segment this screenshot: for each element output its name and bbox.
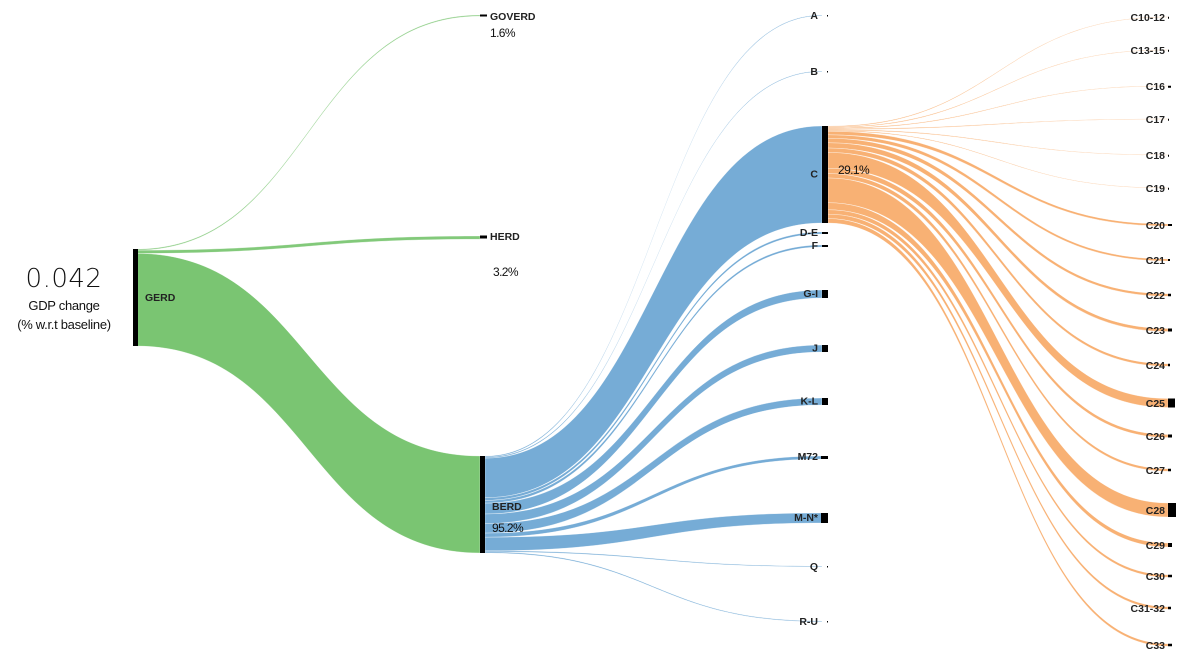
subsector-label-c26: C26: [1146, 431, 1165, 443]
subsector-label-c18: C18: [1146, 150, 1165, 162]
berd-label: BERD: [492, 501, 522, 513]
goverd-bar: [480, 14, 487, 17]
gerd-bar: [133, 249, 138, 346]
sector-bar-g-i: [822, 290, 828, 298]
sector-label-c: C: [810, 169, 818, 181]
subsector-bar-c26: [1168, 434, 1172, 438]
subsector-bar-c33: [1168, 643, 1172, 647]
subsector-bar-c16: [1168, 85, 1171, 88]
link-gerd-goverd: [135, 14, 481, 251]
herd-bar: [480, 235, 487, 239]
subsector-label-c17: C17: [1146, 114, 1165, 126]
subsector-label-c25: C25: [1146, 398, 1165, 410]
sector-bar-c: [822, 126, 828, 223]
subsector-label-c19: C19: [1146, 183, 1165, 195]
berd-pct: 95.2%: [492, 521, 524, 535]
c-pct: 29.1%: [838, 163, 870, 177]
sector-bar-j: [822, 345, 828, 352]
subsector-label-c30: C30: [1146, 571, 1165, 583]
link-gerd-herd: [135, 235, 481, 254]
subsector-bar-c20: [1168, 224, 1172, 226]
sector-bar-d-e: [822, 232, 828, 234]
node-labels: A B C D-EF G-I J K-L M72 M-N* Q R-U C10-12 C13-15 C16…: [145, 10, 1165, 652]
link-berd-q: [484, 550, 823, 568]
subsector-bar-c13-15: [1168, 49, 1169, 52]
subsector-bar-c28: [1168, 503, 1176, 517]
subsector-label-c21: C21: [1146, 255, 1165, 267]
sector-bar-q: [827, 566, 828, 568]
sector-label-f: F: [812, 240, 819, 252]
subsector-bar-c29: [1168, 543, 1172, 547]
gdp-change-value: 0.042: [25, 264, 103, 294]
goverd-label: GOVERD: [490, 11, 536, 23]
subsector-bar-c23: [1168, 328, 1172, 332]
subsector-label-c31-32: C31-32: [1131, 603, 1166, 615]
link-berd-r-u: [484, 551, 823, 623]
link-c-c10-12: [827, 16, 1169, 128]
sector-bar-b: [827, 71, 828, 73]
subsector-bar-c17: [1168, 118, 1169, 121]
goverd-pct: 1.6%: [490, 26, 516, 40]
berd-bar: [480, 456, 485, 553]
gdp-change-caption: GDP change: [28, 298, 100, 313]
subsector-bar-c18: [1168, 154, 1169, 157]
subsector-label-c29: C29: [1146, 540, 1165, 552]
gerd-label: GERD: [145, 292, 176, 304]
sector-label-a: A: [810, 10, 818, 22]
subsector-label-c23: C23: [1146, 325, 1165, 337]
sector-label-m-nstar: M-N*: [794, 512, 819, 524]
sector-label-q: Q: [810, 561, 818, 573]
sector-label-r-u: R-U: [799, 616, 818, 628]
node-bars: [133, 14, 1176, 647]
subsector-label-c20: C20: [1146, 220, 1165, 232]
sector-bar-r-u: [827, 621, 828, 623]
sector-bar-a: [827, 15, 828, 17]
sector-bar-k-l: [822, 398, 828, 405]
subsector-bar-c25: [1168, 398, 1175, 408]
link-berd-b: [484, 70, 823, 459]
subsector-bar-c19: [1168, 187, 1169, 190]
link-gerd-berd: [135, 253, 481, 554]
sector-label-m72: M72: [798, 451, 819, 463]
root-node-block: 0.042 GDP change (% w.r.t baseline): [0, 262, 128, 334]
sector-bar-f: [822, 245, 828, 247]
subsector-label-c24: C24: [1146, 360, 1165, 372]
gdp-change-unit: (% w.r.t baseline): [17, 317, 111, 332]
sector-label-k-l: K-L: [801, 396, 819, 408]
subsector-label-c27: C27: [1146, 465, 1165, 477]
subsector-label-c22: C22: [1146, 290, 1165, 302]
subsector-label-c16: C16: [1146, 81, 1165, 93]
sector-bar-m72: [821, 456, 828, 459]
herd-label: HERD: [490, 231, 520, 243]
sector-label-j: J: [812, 343, 818, 355]
sector-label-g-i: G-I: [803, 288, 818, 300]
subsector-bar-c22: [1168, 293, 1171, 297]
subsector-label-c10-12: C10-12: [1131, 12, 1166, 24]
subsector-bar-c10-12: [1168, 16, 1169, 19]
subsector-bar-c30: [1168, 574, 1172, 578]
subsector-label-c28: C28: [1146, 505, 1165, 517]
herd-pct: 3.2%: [493, 265, 519, 279]
sector-label-b: B: [810, 66, 818, 78]
subsector-bar-c31-32: [1168, 606, 1171, 610]
subsector-bar-c27: [1168, 468, 1171, 472]
link-berd-a: [484, 14, 823, 458]
flow-links: [135, 14, 1169, 647]
subsector-bar-c21: [1168, 259, 1170, 261]
sector-label-d-e: D-E: [800, 227, 818, 239]
subsector-bar-c24: [1168, 363, 1170, 367]
subsector-label-c33: C33: [1146, 640, 1165, 652]
sector-bar-m-nstar: [821, 513, 828, 523]
link-c-c13-15: [827, 49, 1169, 129]
subsector-label-c13-15: C13-15: [1131, 45, 1166, 57]
link-c-c31-32: [827, 213, 1169, 610]
